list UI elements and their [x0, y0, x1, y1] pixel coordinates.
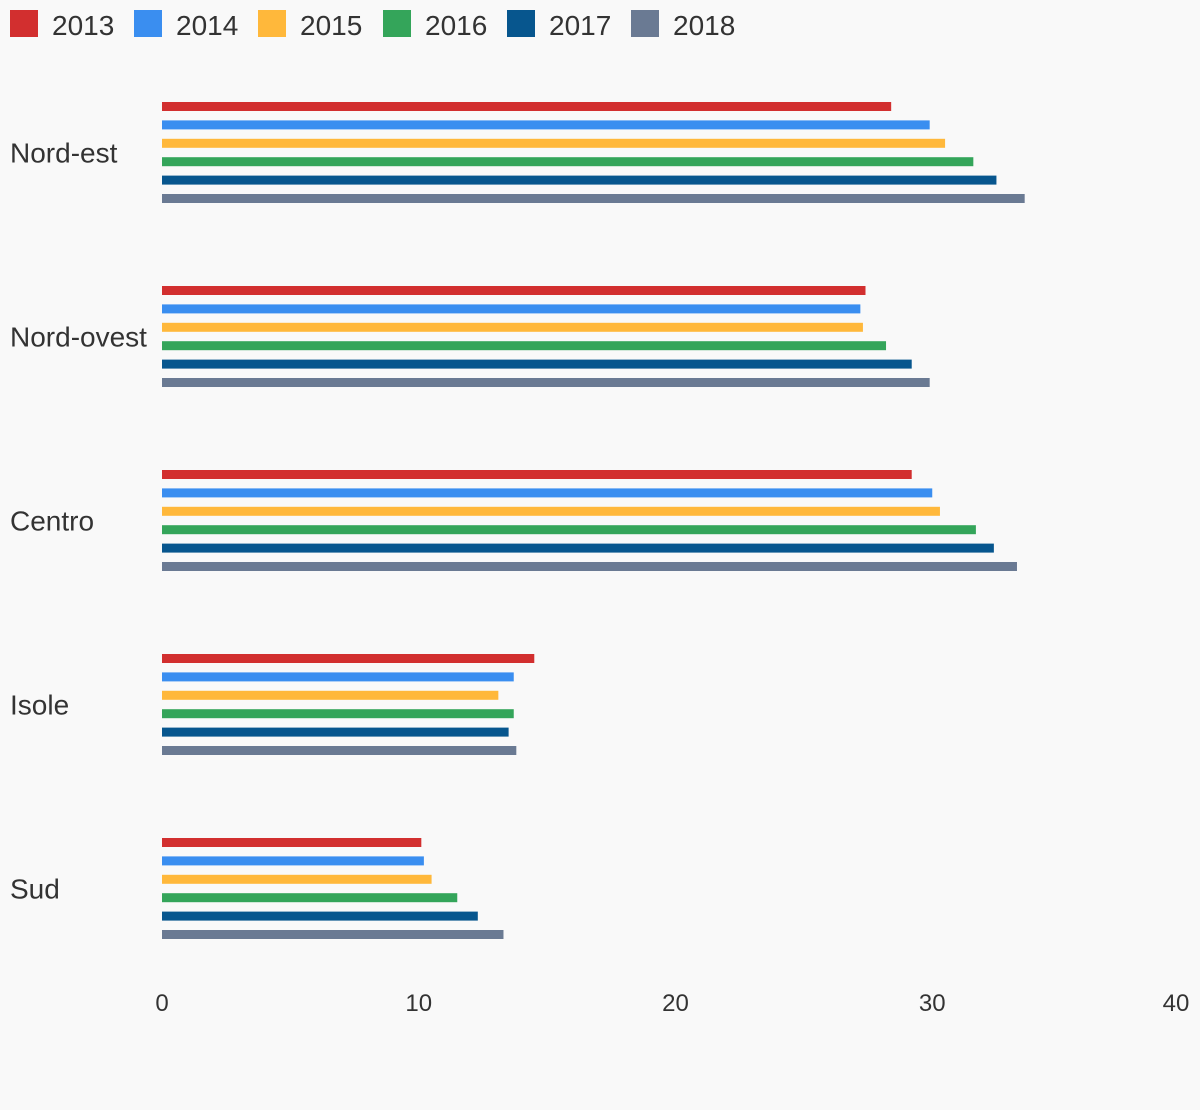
bar-isole-2015: [162, 690, 499, 700]
bar-isole-2016: [162, 709, 514, 719]
bar-centro-2018: [162, 562, 1017, 571]
category-label: Isole: [10, 690, 69, 721]
x-tick-label: 40: [1163, 990, 1190, 1017]
bar-centro-2017: [162, 543, 994, 553]
bar-nord-est-2015: [162, 138, 946, 148]
legend-swatch-2015: [258, 10, 286, 37]
category-label: Nord-ovest: [10, 322, 147, 353]
bar-centro-2013: [162, 470, 912, 479]
bar-isole-2013: [162, 654, 535, 663]
bar-nord-est-2017: [162, 175, 997, 185]
bar-sud-2016: [162, 893, 458, 903]
bar-centro-2016: [162, 525, 976, 535]
bar-nord-ovest-2014: [162, 304, 861, 314]
category-axis: Nord-est Nord-ovest Centro Isole Sud: [10, 138, 147, 905]
bar-isole-2018: [162, 746, 517, 755]
bar-sud-2017: [162, 911, 478, 921]
legend-label-2013: 2013: [52, 10, 114, 41]
bar-nord-ovest-2017: [162, 359, 912, 369]
legend-label-2018: 2018: [673, 10, 735, 41]
legend-label-2015: 2015: [300, 10, 362, 41]
bar-nord-ovest-2016: [162, 341, 887, 351]
bar-centro-2014: [162, 488, 933, 498]
legend-swatch-2016: [383, 10, 411, 37]
legend-label-2014: 2014: [176, 10, 238, 41]
legend-label-2017: 2017: [549, 10, 611, 41]
bar-nord-ovest-2018: [162, 378, 930, 387]
bar-sud-2018: [162, 930, 504, 939]
legend-swatch-2017: [507, 10, 535, 37]
bar-nord-ovest-2015: [162, 322, 863, 332]
bar-nord-est-2014: [162, 120, 930, 130]
bar-isole-2017: [162, 727, 509, 737]
bar-series: [162, 102, 1025, 939]
legend-label-2016: 2016: [425, 10, 487, 41]
x-tick-label: 20: [662, 990, 689, 1017]
bar-sud-2013: [162, 838, 422, 847]
bar-sud-2014: [162, 856, 424, 866]
legend-swatch-2018: [631, 10, 659, 37]
value-axis: 0 10 20 30 40: [155, 990, 1189, 1017]
category-label: Centro: [10, 506, 94, 537]
x-tick-label: 30: [919, 990, 946, 1017]
x-tick-label: 10: [405, 990, 432, 1017]
bar-isole-2014: [162, 672, 514, 682]
bar-centro-2015: [162, 506, 940, 516]
legend-swatch-2013: [10, 10, 38, 37]
bar-nord-est-2016: [162, 157, 974, 167]
category-label: Sud: [10, 874, 60, 905]
category-label: Nord-est: [10, 138, 118, 169]
bar-nord-est-2018: [162, 194, 1025, 203]
chart-legend: 2013 2014 2015 2016 2017 2018: [10, 10, 735, 41]
bar-nord-est-2013: [162, 102, 892, 111]
legend-swatch-2014: [134, 10, 162, 37]
bar-nord-ovest-2013: [162, 286, 866, 295]
bar-sud-2015: [162, 874, 432, 884]
x-tick-label: 0: [155, 990, 168, 1017]
